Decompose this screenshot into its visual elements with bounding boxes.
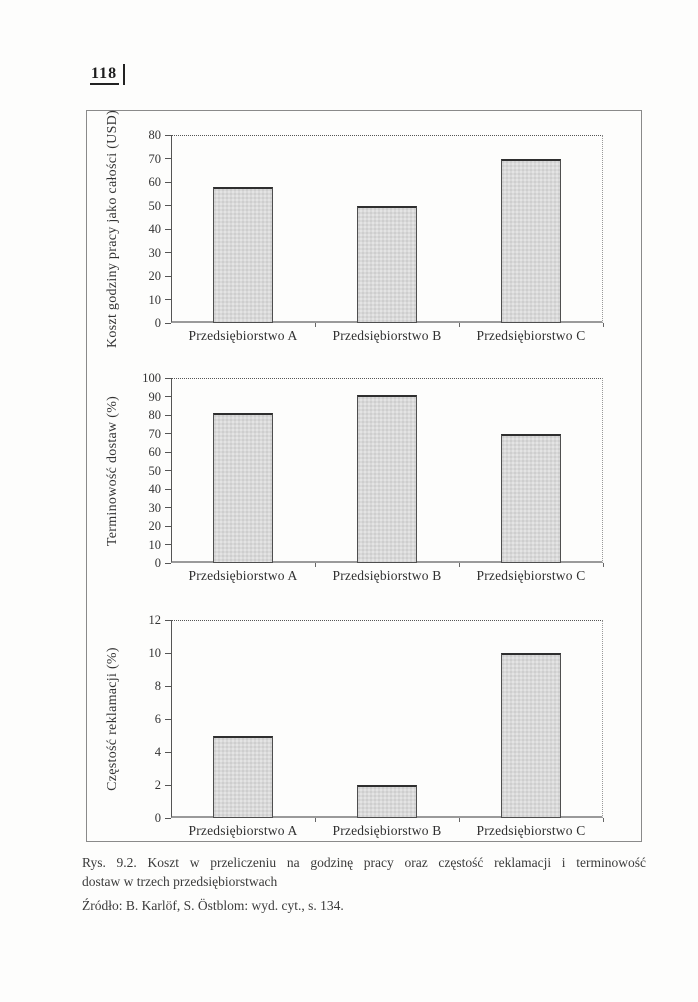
y-tick-mark xyxy=(165,507,171,508)
x-category-label: Przedsiębiorstwo B xyxy=(332,823,442,838)
x-category-label: Przedsiębiorstwo C xyxy=(476,568,586,583)
figure-source: Źródło: B. Karlöf, S. Östblom: wyd. cyt.… xyxy=(82,898,344,913)
y-tick-mark xyxy=(165,228,171,230)
y-tick-label: 12 xyxy=(148,613,162,627)
y-tick-mark xyxy=(165,817,171,819)
figure-frame: Koszt godziny pracy jako całości (USD) 0 1… xyxy=(86,110,642,842)
x-category-label: Przedsiębiorstwo C xyxy=(476,823,586,838)
x-tick-mark xyxy=(459,323,460,327)
chart-cost-per-hour: Koszt godziny pracy jako całości (USD) 0 1… xyxy=(87,110,641,841)
x-tick-mark xyxy=(459,818,460,822)
chart-complaint-frequency: Częstość reklamacji (%) 0 2 4 6 8 10 12 Przedsię… xyxy=(87,111,641,841)
bar-company-b xyxy=(357,394,417,563)
y-tick-mark xyxy=(165,718,171,720)
x-tick-mark xyxy=(459,563,460,567)
y-tick-mark xyxy=(165,470,171,471)
y-tick-mark xyxy=(165,525,171,527)
y-tick-mark xyxy=(165,544,171,545)
figure-caption-line2: dostaw w trzech przedsiębiorstwach xyxy=(82,874,278,889)
y-tick-label: 80 xyxy=(148,128,162,142)
x-category-label: Przedsiębiorstwo B xyxy=(332,568,442,583)
chart-delivery-timeliness: Terminowość dostaw (%) 0 10 20 30 40 50 60 70 80 9… xyxy=(87,111,641,841)
y-tick-label: 10 xyxy=(148,537,162,552)
y-tick-label: 100 xyxy=(142,371,161,385)
y-tick-label: 0 xyxy=(154,811,161,825)
x-tick-mark xyxy=(603,563,604,567)
y-tick-label: 60 xyxy=(148,445,162,459)
x-tick-mark xyxy=(315,818,316,822)
bar-company-a xyxy=(213,186,273,323)
y-tick-mark xyxy=(165,252,171,253)
y-tick-label: 90 xyxy=(148,389,162,404)
y-tick-label: 30 xyxy=(148,500,162,515)
y-tick-label: 10 xyxy=(148,292,162,307)
x-tick-mark xyxy=(603,323,604,327)
page-number: 118 xyxy=(90,64,126,85)
y-tick-label: 40 xyxy=(148,222,162,236)
x-category-label: Przedsiębiorstwo C xyxy=(476,328,586,343)
y-tick-mark xyxy=(165,562,171,564)
x-tick-mark xyxy=(315,563,316,567)
x-category-label: Przedsiębiorstwo B xyxy=(332,328,442,343)
y-tick-label: 2 xyxy=(154,778,161,792)
y-tick-mark xyxy=(165,488,171,490)
bar-company-a xyxy=(213,735,273,818)
y-tick-label: 80 xyxy=(148,408,162,422)
y-tick-label: 60 xyxy=(148,175,162,189)
figure-caption-line1: Rys. 9.2. Koszt w przeliczeniu na godzin… xyxy=(82,855,646,870)
bar-company-b xyxy=(357,785,417,818)
bar-company-a xyxy=(213,413,273,563)
bar-company-c xyxy=(501,653,561,818)
y-tick-mark xyxy=(165,377,171,379)
y-tick-mark xyxy=(165,414,171,416)
y-tick-mark xyxy=(165,652,171,654)
figure-caption: Rys. 9.2. Koszt w przeliczeniu na godzin… xyxy=(82,853,646,891)
y-tick-label: 4 xyxy=(154,745,161,759)
y-tick-mark xyxy=(165,299,171,300)
x-category-label: Przedsiębiorstwo A xyxy=(188,823,298,838)
y-tick-label: 70 xyxy=(148,426,162,441)
y-tick-label: 70 xyxy=(148,151,162,166)
y-tick-mark xyxy=(165,751,171,753)
y-tick-mark xyxy=(165,322,171,324)
y-tick-mark xyxy=(165,158,171,159)
y-tick-mark xyxy=(165,433,171,434)
bar-company-c xyxy=(501,433,561,563)
x-tick-mark xyxy=(603,818,604,822)
y-tick-label: 30 xyxy=(148,245,162,260)
bar-company-b xyxy=(357,205,417,323)
y-tick-mark xyxy=(165,619,171,621)
bar-company-c xyxy=(501,158,561,323)
y-tick-label: 20 xyxy=(148,519,162,533)
y-tick-mark xyxy=(165,685,171,687)
y-tick-mark xyxy=(165,396,171,397)
y-tick-label: 6 xyxy=(154,712,161,726)
y-tick-label: 50 xyxy=(148,463,162,478)
page-number-text: 118 xyxy=(90,65,120,85)
y-tick-mark xyxy=(165,784,171,786)
x-tick-mark xyxy=(315,323,316,327)
y-tick-label: 0 xyxy=(154,556,161,570)
y-tick-label: 50 xyxy=(148,198,162,213)
y-tick-label: 10 xyxy=(148,646,162,660)
y-tick-label: 0 xyxy=(154,316,161,330)
y-tick-mark xyxy=(165,205,171,206)
y-tick-mark xyxy=(165,275,171,277)
x-category-label: Przedsiębiorstwo A xyxy=(188,328,298,343)
y-tick-label: 20 xyxy=(148,269,162,283)
y-tick-mark xyxy=(165,451,171,453)
x-category-label: Przedsiębiorstwo A xyxy=(188,568,298,583)
y-tick-label: 8 xyxy=(154,679,161,693)
y-tick-label: 40 xyxy=(148,482,162,496)
y-tick-mark xyxy=(165,181,171,183)
y-tick-mark xyxy=(165,134,171,136)
